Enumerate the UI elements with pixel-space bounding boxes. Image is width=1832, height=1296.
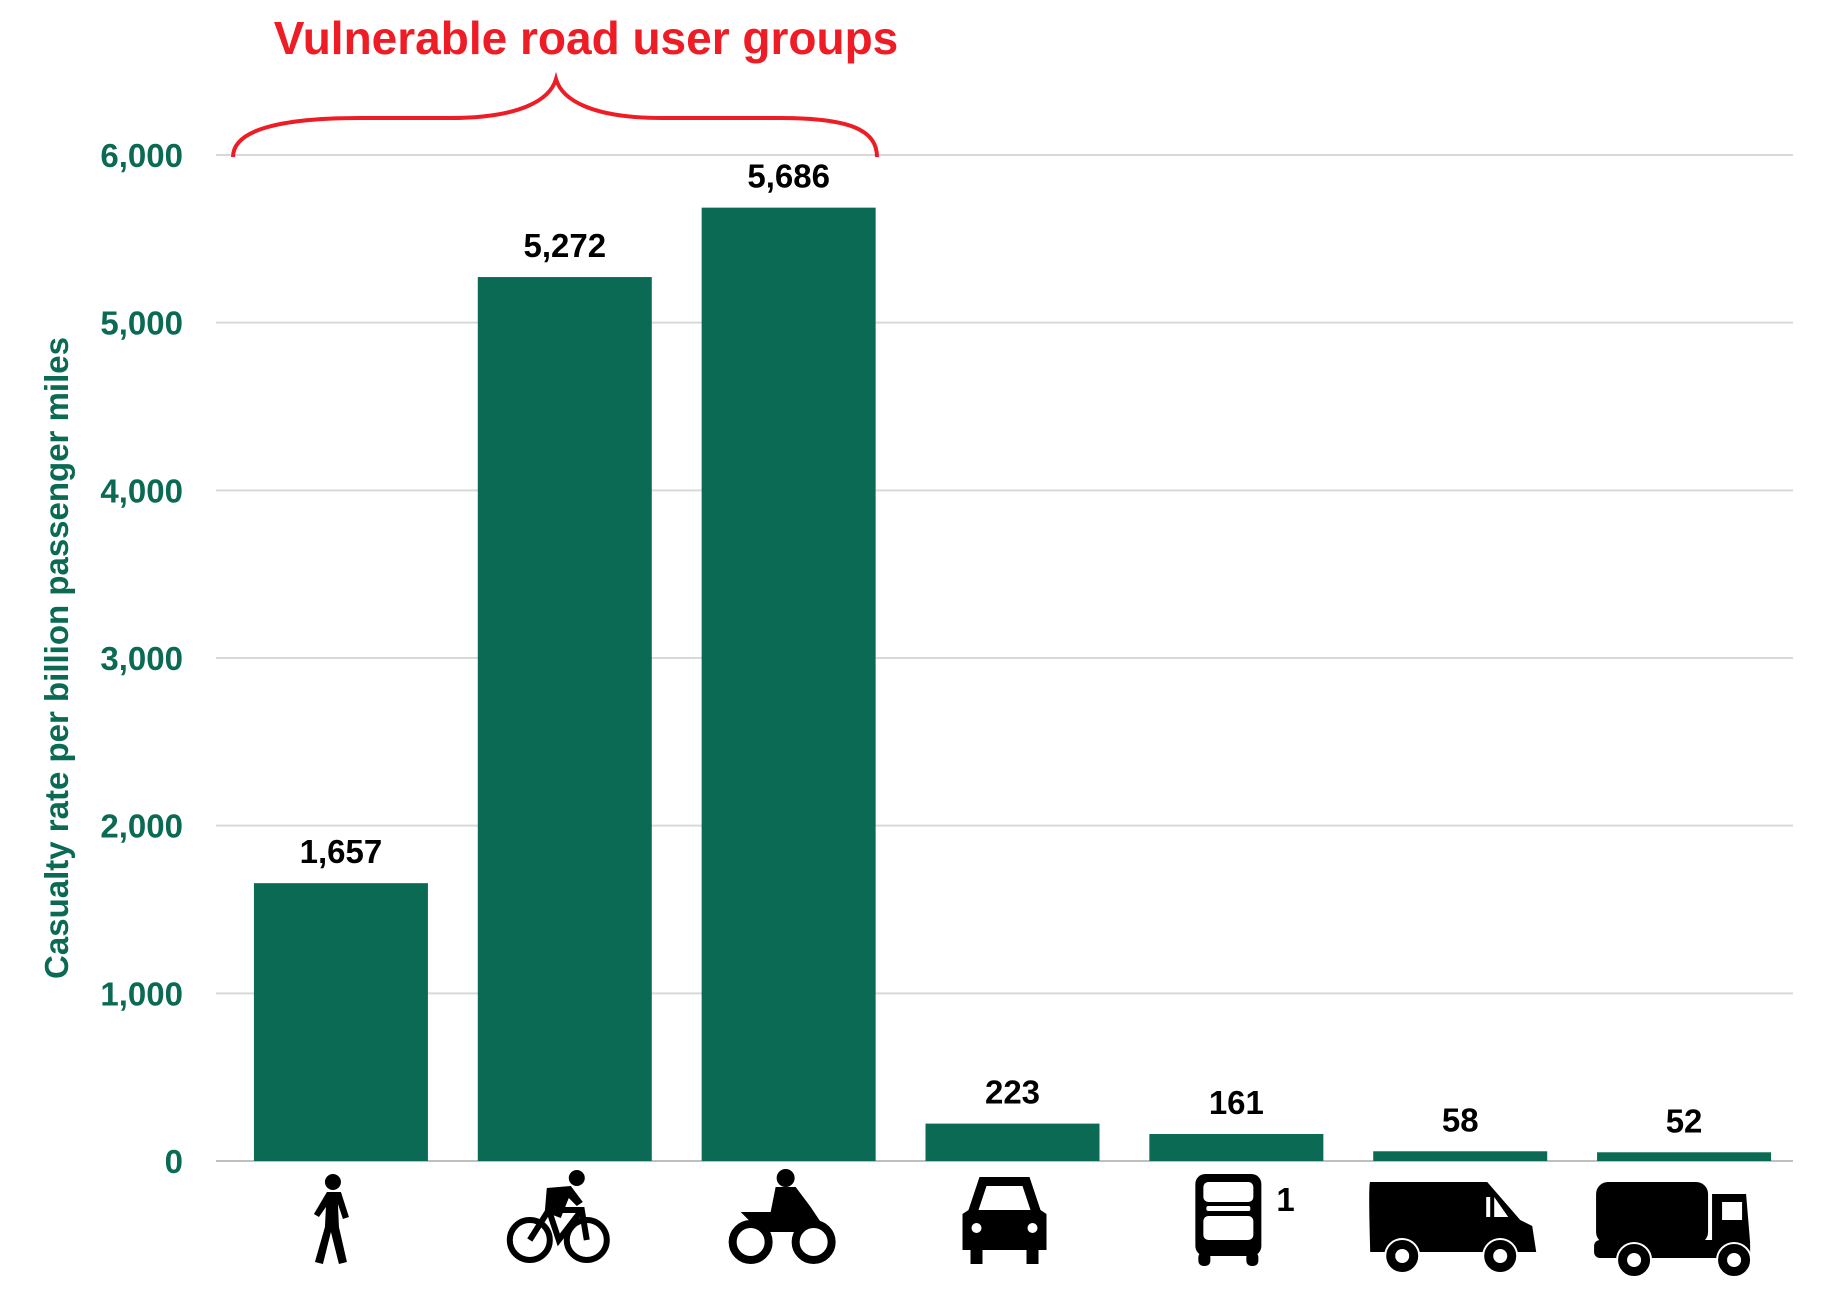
vulnerable-road-user-annotation: Vulnerable road user groups	[274, 12, 899, 64]
y-axis-label: Casualty rate per billion passenger mile…	[38, 337, 75, 979]
y-tick-label: 4,000	[100, 472, 183, 509]
data-label: 161	[1209, 1084, 1264, 1121]
motorcycle-icon	[728, 1169, 836, 1264]
data-label: 52	[1666, 1102, 1703, 1139]
y-tick-label: 5,000	[100, 305, 183, 342]
bar-car	[925, 1123, 1100, 1161]
bar-truck	[1597, 1152, 1772, 1161]
data-label: 223	[985, 1074, 1040, 1111]
y-tick-label: 6,000	[100, 137, 183, 174]
vulnerable-group-brace	[231, 71, 879, 158]
truck-icon	[1594, 1182, 1753, 1278]
category-icons: 1	[313, 1169, 1753, 1278]
data-label: 5,686	[747, 158, 830, 195]
bar-pedestrian	[253, 883, 428, 1161]
pedestrian-icon	[313, 1174, 349, 1264]
bus-icon	[1195, 1174, 1262, 1266]
bar-van	[1373, 1151, 1548, 1161]
van-icon	[1369, 1182, 1537, 1274]
y-tick-label: 0	[165, 1143, 183, 1180]
car-icon	[962, 1177, 1047, 1264]
bar-bus	[1149, 1134, 1324, 1161]
bicycle-icon	[506, 1170, 610, 1263]
bar-motorcycle	[701, 207, 876, 1161]
data-label: 5,272	[523, 227, 606, 264]
data-labels: 1,657 5,272 5,686 223 161 58 52	[300, 158, 1703, 1140]
y-tick-label: 2,000	[100, 808, 183, 845]
footnote-marker: 1	[1276, 1181, 1294, 1218]
gridlines	[216, 154, 1793, 1162]
bar-bicycle	[477, 277, 652, 1161]
data-label: 1,657	[300, 833, 383, 870]
data-label: 58	[1442, 1101, 1479, 1138]
y-axis-ticks: 0 1,000 2,000 3,000 4,000 5,000 6,000	[100, 137, 183, 1180]
bars	[253, 207, 1772, 1161]
y-tick-label: 3,000	[100, 640, 183, 677]
y-tick-label: 1,000	[100, 975, 183, 1012]
